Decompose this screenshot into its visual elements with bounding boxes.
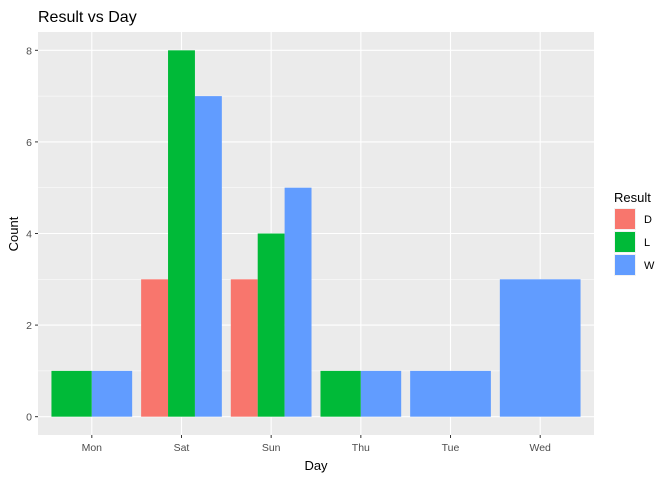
x-tick-label: Sat: [174, 442, 190, 454]
x-tick-label: Thu: [352, 442, 370, 454]
bars: [51, 50, 581, 417]
y-tick-label: 6: [26, 137, 32, 149]
legend-swatch-w: [615, 255, 635, 275]
legend-label-d: D: [644, 214, 652, 226]
y-tick-label: 0: [26, 412, 32, 424]
bar-sun-w: [284, 187, 312, 417]
legend-title: Result: [614, 190, 651, 205]
y-axis: 0 2 4 6 8: [26, 45, 38, 424]
x-axis: Mon Sat Sun Thu Tue Wed: [82, 435, 551, 454]
bar-mon-l: [51, 370, 92, 417]
x-tick-label: Wed: [529, 442, 551, 454]
bar-sun-l: [257, 233, 285, 417]
bar-tue-w: [410, 370, 491, 417]
legend-swatch-l: [615, 232, 635, 252]
legend-swatch-d: [615, 209, 635, 229]
bar-mon-w: [91, 370, 133, 417]
legend: Result DLW: [614, 190, 655, 276]
y-tick-label: 2: [26, 320, 32, 332]
y-tick-label: 8: [26, 45, 32, 57]
x-axis-title: Day: [304, 458, 328, 473]
bar-sat-d: [141, 279, 169, 417]
bar-thu-l: [320, 370, 361, 417]
y-axis-title: Count: [6, 216, 21, 251]
legend-label-w: W: [644, 260, 655, 272]
bar-sat-w: [194, 96, 222, 417]
x-tick-label: Tue: [442, 442, 460, 454]
x-tick-label: Sun: [262, 442, 281, 454]
bar-sun-d: [230, 279, 258, 417]
x-tick-label: Mon: [82, 442, 103, 454]
bar-thu-w: [360, 370, 402, 417]
legend-label-l: L: [644, 237, 650, 249]
chart-title: Result vs Day: [38, 9, 137, 26]
y-tick-label: 4: [26, 229, 32, 241]
bar-sat-l: [168, 50, 195, 417]
bar-wed-w: [499, 279, 581, 417]
